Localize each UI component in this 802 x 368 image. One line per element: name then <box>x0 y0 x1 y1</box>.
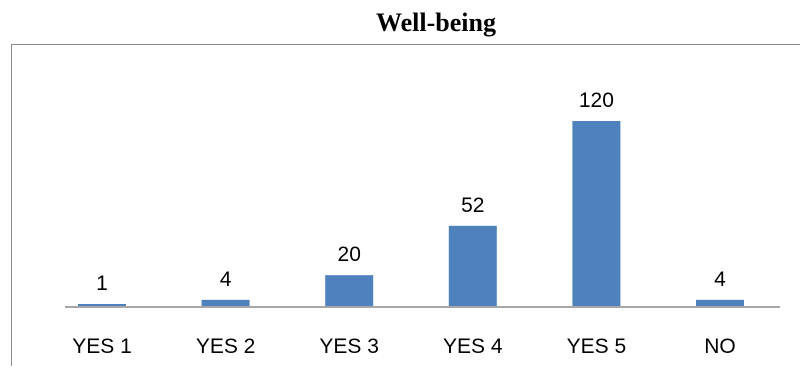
x-tick-labels-group: YES 1 YES 2 YES 3 YES 4 YES 5 NO <box>72 335 736 358</box>
data-label-yes-2: 4 <box>220 268 232 291</box>
data-label-no: 4 <box>714 268 726 291</box>
bar-yes-5 <box>572 121 621 306</box>
x-tick-label-yes-2: YES 2 <box>196 335 256 358</box>
x-tick-label-yes-4: YES 4 <box>443 335 503 358</box>
x-tick-label-yes-3: YES 3 <box>319 335 379 358</box>
bar-no <box>696 299 744 306</box>
data-label-yes-1: 1 <box>96 272 108 295</box>
x-tick-label-yes-5: YES 5 <box>567 335 627 358</box>
plot-frame <box>11 44 800 366</box>
data-label-yes-5: 120 <box>579 89 614 112</box>
data-label-yes-4: 52 <box>461 194 484 217</box>
chart-title: Well-being <box>376 8 496 37</box>
bar-yes-3 <box>325 275 374 306</box>
bar-yes-1 <box>78 304 126 306</box>
bar-yes-4 <box>448 225 497 306</box>
data-labels-group: 1 4 20 52 120 4 <box>96 89 726 295</box>
data-label-yes-3: 20 <box>338 243 361 266</box>
bar-yes-2 <box>201 299 250 306</box>
x-tick-label-no: NO <box>704 335 736 358</box>
bars-group <box>78 121 744 306</box>
x-tick-label-yes-1: YES 1 <box>72 335 132 358</box>
